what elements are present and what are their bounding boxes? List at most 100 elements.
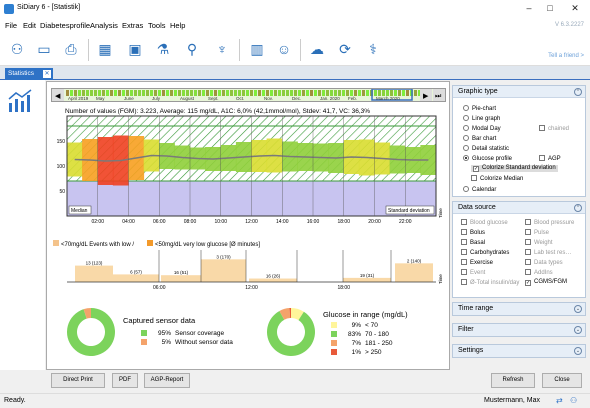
- data-source-basal[interactable]: Basal: [461, 239, 485, 246]
- close-window-button[interactable]: ✕: [571, 3, 579, 13]
- legend-swatch: [331, 322, 337, 328]
- settings-group[interactable]: Settings ⌄: [452, 344, 586, 358]
- colorize-median-checkbox[interactable]: Colorize Median: [471, 175, 523, 182]
- data-source-carbohydrates[interactable]: Carbohydrates: [461, 249, 509, 256]
- expand-icon[interactable]: ⌄: [574, 347, 582, 355]
- option-calendar[interactable]: Calendar: [463, 186, 496, 193]
- users-icon[interactable]: ⚇: [10, 41, 24, 57]
- timeline-day: [334, 90, 337, 96]
- timeline-day: [134, 90, 137, 96]
- agp-checkbox[interactable]: AGP: [539, 155, 561, 162]
- data-source-group: Data source ⌃ Blood glucose Bolus Basal Car…: [452, 201, 586, 298]
- statistics-icon[interactable]: ▥: [250, 41, 264, 57]
- refresh-button[interactable]: Refresh: [491, 373, 535, 388]
- data-source-lab-test-res-[interactable]: Lab test res…: [525, 249, 571, 256]
- colorize-std-checkbox[interactable]: ✓ Colorize Standard deviation: [471, 165, 558, 172]
- direct-print-button[interactable]: Direct Print: [51, 373, 105, 388]
- menu-tools[interactable]: Tools: [148, 21, 166, 30]
- low-events-chart: <70mg/dL Events with low / <50mg/dL very…: [53, 240, 443, 291]
- timeline-day: [82, 90, 85, 96]
- data-source-blood-pressure[interactable]: Blood pressure: [525, 219, 574, 226]
- time-range-group[interactable]: Time range ⌄: [452, 302, 586, 316]
- pdf-button[interactable]: PDF: [112, 373, 138, 388]
- flask-icon[interactable]: ⚗: [156, 41, 170, 57]
- data-source-blood-glucose[interactable]: Blood glucose: [461, 219, 508, 226]
- expand-icon[interactable]: ⌄: [574, 326, 582, 334]
- data-source-pulse[interactable]: Pulse: [525, 229, 549, 236]
- food-icon[interactable]: ♆: [216, 41, 228, 57]
- collapse-icon[interactable]: ⌃: [574, 204, 582, 212]
- timeline-right-arrow[interactable]: [420, 89, 432, 101]
- timeline-day: [170, 90, 173, 96]
- menu-extras[interactable]: Extras: [122, 21, 144, 30]
- id-card-icon[interactable]: ▭: [37, 41, 51, 57]
- data-source--total-insulin-day[interactable]: Ø-Total insulin/day: [461, 279, 519, 286]
- timeline-track[interactable]: ◀ April 2019 May June July August Sept. Oct. Nov…: [52, 88, 445, 101]
- option-glucose-profile[interactable]: Glucose profile: [463, 155, 512, 162]
- timeline-day: [178, 90, 181, 96]
- timeline-day: [174, 90, 177, 96]
- timeline-day: [338, 90, 341, 96]
- timeline-left-arrow[interactable]: [52, 89, 64, 101]
- timeline-end-arrow[interactable]: [433, 89, 445, 101]
- data-source-bolus[interactable]: Bolus: [461, 229, 485, 236]
- status-user: Mustermann, Max: [484, 397, 541, 404]
- close-button[interactable]: Close: [542, 373, 582, 388]
- calendar-icon[interactable]: ▣: [128, 41, 142, 57]
- chained-checkbox[interactable]: chained: [539, 125, 569, 132]
- collapse-icon[interactable]: ⌃: [574, 88, 582, 96]
- timeline-day: [278, 90, 281, 96]
- menu-edit[interactable]: Edit: [23, 21, 36, 30]
- menu-analysis[interactable]: Analysis: [90, 21, 118, 30]
- timeline-day: [154, 90, 157, 96]
- legend-pct: 1%: [351, 349, 361, 356]
- option-detail-statistic[interactable]: Detail statistic: [463, 145, 509, 152]
- menu-help[interactable]: Help: [170, 21, 186, 30]
- option-bar-chart[interactable]: Bar chart: [463, 135, 496, 142]
- timeline-day: [342, 90, 345, 96]
- timeline-day: [262, 90, 265, 96]
- menu-diabetesprofile[interactable]: Diabetesprofile: [40, 21, 91, 30]
- minimize-button[interactable]: –: [526, 3, 532, 13]
- menu-file[interactable]: File: [5, 21, 18, 30]
- option-line-graph[interactable]: Line graph: [463, 115, 500, 122]
- timeline-month-label: Jan. 2020: [320, 96, 340, 101]
- data-source-event[interactable]: Event: [461, 269, 485, 276]
- timeline-day: [250, 90, 253, 96]
- data-source-data-types[interactable]: Data types: [525, 259, 563, 266]
- smiley-icon[interactable]: ☺: [276, 41, 292, 57]
- doctor-icon[interactable]: ⚕: [369, 41, 377, 57]
- print-icon[interactable]: ⎙: [65, 41, 77, 57]
- filter-group[interactable]: Filter ⌄: [452, 323, 586, 337]
- timeline-day: [150, 90, 153, 96]
- tab-statistics[interactable]: Statistics ✕: [5, 68, 53, 80]
- toolbar-separator: [88, 39, 89, 61]
- data-source-cgms-fgm[interactable]: ✓ CGMS/FGM: [525, 279, 567, 286]
- expand-icon[interactable]: ⌄: [574, 305, 582, 313]
- chevron-right-icon: ▶: [423, 93, 429, 100]
- option-modal-day[interactable]: Modal Day: [463, 125, 501, 132]
- timeline-day: [386, 90, 389, 96]
- cloud-sync-icon[interactable]: ☁: [310, 41, 324, 57]
- tell-a-friend-link[interactable]: Tell a friend >: [548, 53, 584, 59]
- timeline-slider[interactable]: ◀ April 2019 May June July August Sept. Oct. Nov…: [51, 88, 446, 102]
- timeline-day: [202, 90, 205, 96]
- grid-icon[interactable]: ▦: [98, 41, 112, 57]
- x-tick-label: 12:00: [245, 219, 258, 225]
- close-tab-icon[interactable]: ✕: [43, 70, 51, 78]
- data-source-exercise[interactable]: Exercise: [461, 259, 493, 266]
- agp-report-button[interactable]: AGP-Report: [144, 373, 190, 388]
- option-pie-chart[interactable]: Pie-chart: [463, 105, 496, 112]
- data-source-addins[interactable]: AddIns: [525, 269, 553, 276]
- data-source-weight[interactable]: Weight: [525, 239, 553, 246]
- timeline-day: [230, 90, 233, 96]
- title-bar: SiDiary 6 - [Statistik] – □ ✕: [0, 0, 590, 18]
- refresh-icon[interactable]: ⟳: [339, 41, 351, 57]
- legend-pct: 9%: [351, 322, 361, 329]
- legend-very-low-swatch: [147, 240, 153, 246]
- search-icon[interactable]: ⚲: [186, 41, 198, 57]
- timeline-day: [354, 90, 357, 96]
- maximize-button[interactable]: □: [547, 3, 553, 13]
- tab-strip: Statistics ✕: [0, 66, 590, 80]
- timeline-day: [182, 90, 185, 96]
